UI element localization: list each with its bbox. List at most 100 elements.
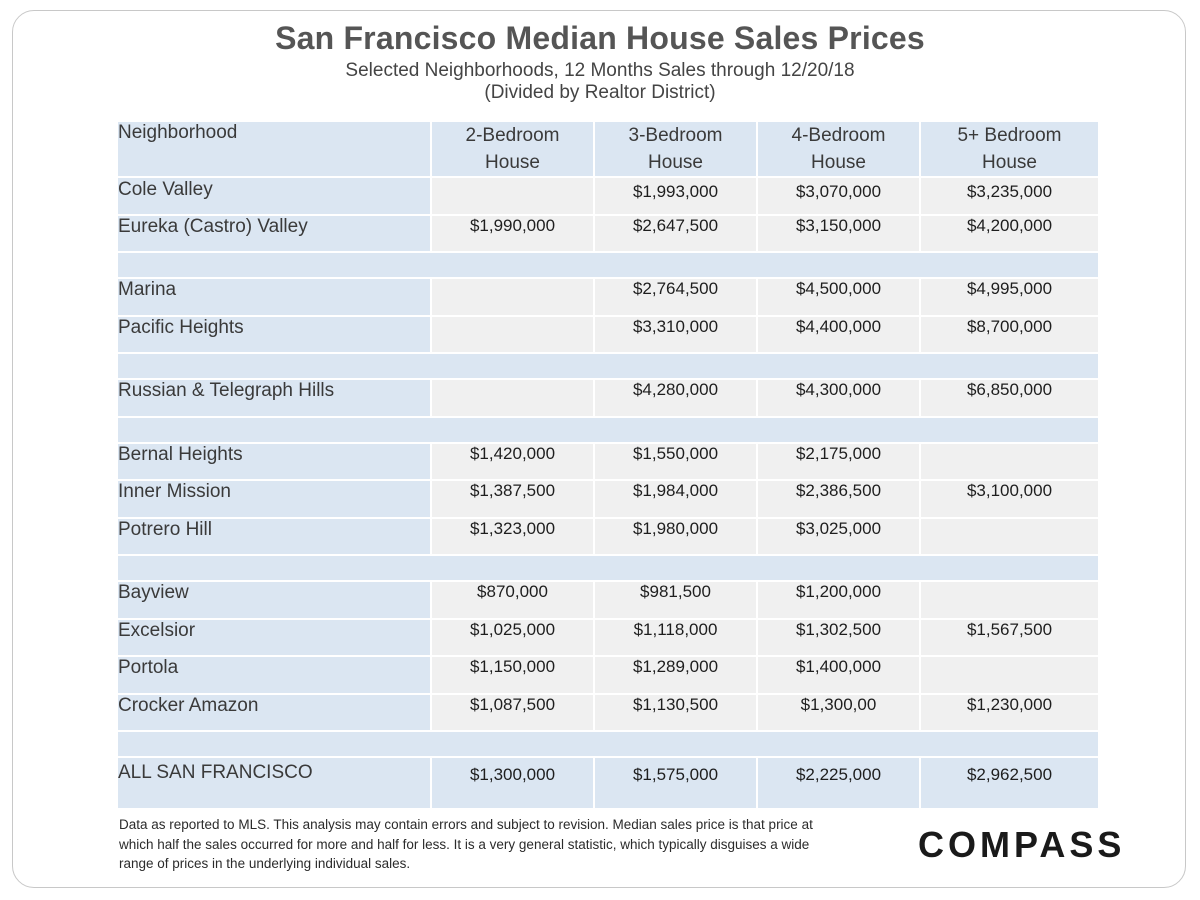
cell-3-bedroom: $3,310,000 <box>593 314 758 354</box>
footnote-line-3: range of prices in the underlying indivi… <box>119 856 411 871</box>
total-2-bedroom: $1,300,000 <box>430 756 595 810</box>
header-4-bedroom-line1: 4-Bedroom <box>791 125 886 146</box>
group-divider <box>116 251 1100 279</box>
row-neighborhood: Bayview <box>116 580 432 620</box>
header-2-bedroom-line1: 2-Bedroom <box>465 125 560 146</box>
cell-4-bedroom: $2,175,000 <box>756 441 921 481</box>
cell-2-bedroom: $1,025,000 <box>430 617 595 657</box>
header-5-bedroom-line1: 5+ Bedroom <box>957 125 1062 146</box>
cell-4-bedroom: $3,025,000 <box>756 516 921 556</box>
cell-5-bedroom: $3,235,000 <box>919 176 1100 216</box>
total-row: ALL SAN FRANCISCO $1,300,000 $1,575,000 … <box>116 756 1100 810</box>
cell-5-bedroom <box>919 655 1100 695</box>
cell-4-bedroom: $4,300,000 <box>756 378 921 418</box>
table-row: Portola $1,150,000 $1,289,000 $1,400,000 <box>116 655 1100 695</box>
row-neighborhood: Pacific Heights <box>116 314 432 354</box>
row-neighborhood: Excelsior <box>116 617 432 657</box>
header-5-bedroom: 5+ Bedroom House <box>919 120 1100 178</box>
compass-logo: COMPASS <box>918 824 1126 865</box>
price-table: Neighborhood 2-Bedroom House 3-Bedroom Hou… <box>116 120 1100 810</box>
cell-2-bedroom: $1,150,000 <box>430 655 595 695</box>
cell-3-bedroom: $1,289,000 <box>593 655 758 695</box>
cell-5-bedroom: $6,850,000 <box>919 378 1100 418</box>
cell-3-bedroom: $1,550,000 <box>593 441 758 481</box>
cell-5-bedroom <box>919 516 1100 556</box>
cell-2-bedroom: $1,990,000 <box>430 213 595 253</box>
footnote-line-1: Data as reported to MLS. This analysis m… <box>119 817 813 832</box>
cell-2-bedroom: $1,323,000 <box>430 516 595 556</box>
cell-3-bedroom: $1,980,000 <box>593 516 758 556</box>
cell-2-bedroom: $1,387,500 <box>430 479 595 519</box>
cell-5-bedroom: $3,100,000 <box>919 479 1100 519</box>
row-neighborhood: Potrero Hill <box>116 516 432 556</box>
header-2-bedroom-line2: House <box>485 152 540 173</box>
cell-3-bedroom: $981,500 <box>593 580 758 620</box>
total-4-bedroom: $2,225,000 <box>756 756 921 810</box>
group-divider <box>116 554 1100 582</box>
header-5-bedroom-line2: House <box>982 152 1037 173</box>
cell-4-bedroom: $4,400,000 <box>756 314 921 354</box>
cell-3-bedroom: $4,280,000 <box>593 378 758 418</box>
table-row: Crocker Amazon $1,087,500 $1,130,500 $1,… <box>116 692 1100 732</box>
table-row: Excelsior $1,025,000 $1,118,000 $1,302,5… <box>116 617 1100 657</box>
header-3-bedroom-line2: House <box>648 152 703 173</box>
cell-5-bedroom: $4,995,000 <box>919 277 1100 317</box>
cell-3-bedroom: $1,118,000 <box>593 617 758 657</box>
row-neighborhood: Crocker Amazon <box>116 692 432 732</box>
table-row: Bayview $870,000 $981,500 $1,200,000 <box>116 580 1100 620</box>
header-4-bedroom-line2: House <box>811 152 866 173</box>
row-neighborhood: Marina <box>116 277 432 317</box>
header-3-bedroom-line1: 3-Bedroom <box>628 125 723 146</box>
subtitle-line-2: (Divided by Realtor District) <box>484 82 716 103</box>
cell-2-bedroom: $870,000 <box>430 580 595 620</box>
cell-3-bedroom: $2,764,500 <box>593 277 758 317</box>
footnote: Data as reported to MLS. This analysis m… <box>119 815 909 874</box>
cell-5-bedroom: $4,200,000 <box>919 213 1100 253</box>
subtitle-line-1: Selected Neighborhoods, 12 Months Sales … <box>345 60 855 81</box>
cell-4-bedroom: $3,070,000 <box>756 176 921 216</box>
group-divider-cell <box>116 730 1100 758</box>
cell-4-bedroom: $1,302,500 <box>756 617 921 657</box>
cell-5-bedroom: $1,567,500 <box>919 617 1100 657</box>
header-2-bedroom: 2-Bedroom House <box>430 120 595 178</box>
cell-4-bedroom: $1,400,000 <box>756 655 921 695</box>
cell-2-bedroom: $1,087,500 <box>430 692 595 732</box>
header-3-bedroom: 3-Bedroom House <box>593 120 758 178</box>
cell-2-bedroom <box>430 277 595 317</box>
group-divider-cell <box>116 415 1100 444</box>
cell-4-bedroom: $1,300,00 <box>756 692 921 732</box>
table-row: Pacific Heights $3,310,000 $4,400,000 $8… <box>116 314 1100 354</box>
table-row: Russian & Telegraph Hills $4,280,000 $4,… <box>116 378 1100 418</box>
cell-3-bedroom: $1,993,000 <box>593 176 758 216</box>
row-neighborhood: Inner Mission <box>116 479 432 519</box>
cell-2-bedroom <box>430 176 595 216</box>
total-5-bedroom: $2,962,500 <box>919 756 1100 810</box>
row-neighborhood: Bernal Heights <box>116 441 432 481</box>
group-divider <box>116 352 1100 380</box>
group-divider <box>116 415 1100 444</box>
cell-2-bedroom <box>430 378 595 418</box>
cell-2-bedroom <box>430 314 595 354</box>
cell-4-bedroom: $2,386,500 <box>756 479 921 519</box>
cell-5-bedroom <box>919 580 1100 620</box>
group-divider-cell <box>116 251 1100 279</box>
row-neighborhood: Cole Valley <box>116 176 432 216</box>
group-divider <box>116 730 1100 758</box>
total-3-bedroom: $1,575,000 <box>593 756 758 810</box>
cell-3-bedroom: $1,984,000 <box>593 479 758 519</box>
footnote-line-2: which half the sales occurred for more a… <box>119 836 810 852</box>
cell-3-bedroom: $1,130,500 <box>593 692 758 732</box>
cell-3-bedroom: $2,647,500 <box>593 213 758 253</box>
row-neighborhood: Portola <box>116 655 432 695</box>
table-row: Inner Mission $1,387,500 $1,984,000 $2,3… <box>116 479 1100 519</box>
cell-5-bedroom: $8,700,000 <box>919 314 1100 354</box>
cell-4-bedroom: $1,200,000 <box>756 580 921 620</box>
table-row: Cole Valley $1,993,000 $3,070,000 $3,235… <box>116 176 1100 216</box>
cell-4-bedroom: $4,500,000 <box>756 277 921 317</box>
table-row: Potrero Hill $1,323,000 $1,980,000 $3,02… <box>116 516 1100 556</box>
header-neighborhood: Neighborhood <box>116 120 432 178</box>
total-label: ALL SAN FRANCISCO <box>116 756 432 810</box>
table-row: Bernal Heights $1,420,000 $1,550,000 $2,… <box>116 441 1100 481</box>
table-row: Eureka (Castro) Valley $1,990,000 $2,647… <box>116 213 1100 253</box>
cell-4-bedroom: $3,150,000 <box>756 213 921 253</box>
